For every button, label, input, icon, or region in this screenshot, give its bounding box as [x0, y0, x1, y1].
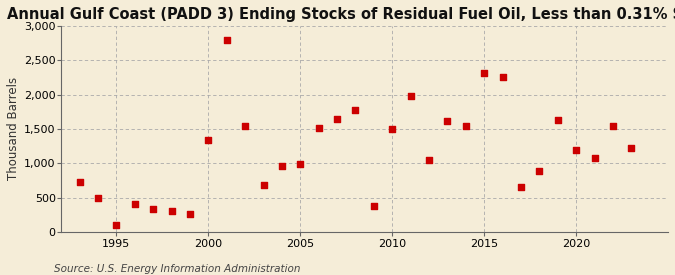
Point: [350, 108, 361, 112]
Point: [74, 180, 85, 184]
Point: [240, 124, 250, 128]
Point: [369, 204, 379, 208]
Title: Annual Gulf Coast (PADD 3) Ending Stocks of Residual Fuel Oil, Less than 0.31% S: Annual Gulf Coast (PADD 3) Ending Stocks…: [7, 7, 675, 22]
Point: [92, 196, 103, 200]
Point: [460, 124, 471, 128]
Point: [295, 162, 306, 166]
Point: [258, 183, 269, 187]
Point: [608, 124, 618, 128]
Point: [534, 169, 545, 174]
Point: [589, 156, 600, 161]
Point: [442, 119, 453, 123]
Point: [148, 207, 159, 211]
Point: [221, 37, 232, 42]
Point: [552, 118, 563, 122]
Point: [626, 146, 637, 150]
Y-axis label: Thousand Barrels: Thousand Barrels: [7, 77, 20, 180]
Point: [497, 75, 508, 79]
Point: [184, 212, 195, 216]
Point: [516, 185, 526, 189]
Point: [571, 148, 582, 152]
Point: [111, 223, 122, 227]
Point: [313, 125, 324, 130]
Point: [277, 164, 288, 168]
Point: [331, 117, 342, 122]
Text: Source: U.S. Energy Information Administration: Source: U.S. Energy Information Administ…: [54, 264, 300, 274]
Point: [405, 94, 416, 98]
Point: [424, 158, 435, 162]
Point: [203, 138, 214, 142]
Point: [387, 127, 398, 131]
Point: [166, 208, 177, 213]
Point: [130, 202, 140, 207]
Point: [479, 70, 489, 75]
